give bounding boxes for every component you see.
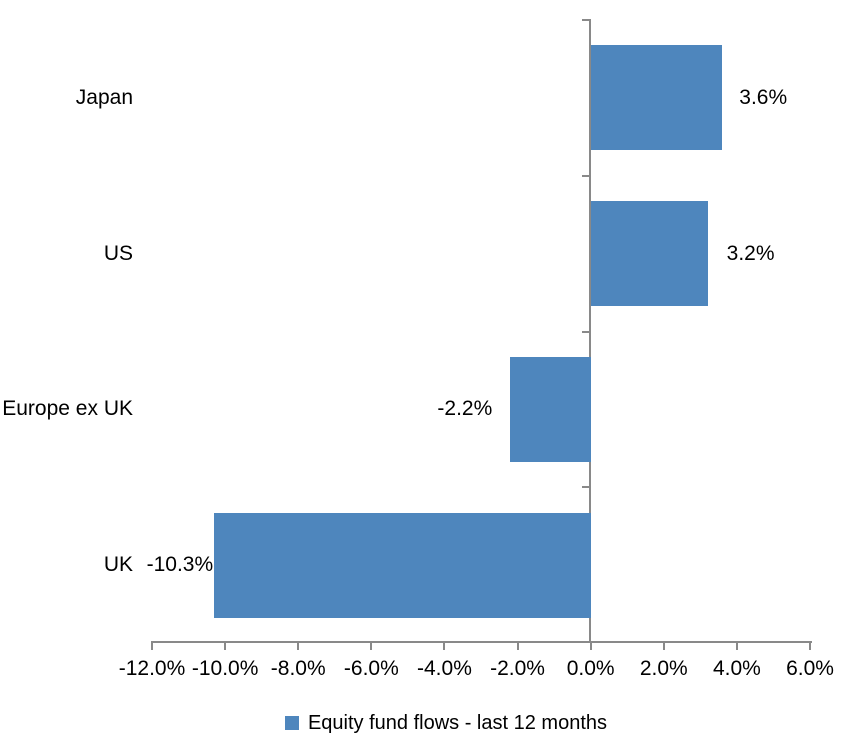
x-axis-tick-label: -8.0%: [270, 657, 326, 680]
x-axis-tick-label: 6.0%: [786, 657, 834, 680]
x-axis-tick: [662, 641, 665, 650]
bar-uk: [214, 512, 591, 618]
x-axis-tick-label: -6.0%: [343, 657, 399, 680]
x-axis-tick-label: -10.0%: [191, 657, 259, 680]
category-boundary-tick: [582, 330, 591, 333]
legend-swatch: [284, 716, 299, 730]
x-axis-tick: [589, 641, 592, 650]
value-label-uk: -10.3%: [146, 553, 214, 577]
category-label-europe-ex-uk: Europe ex UK: [2, 397, 133, 421]
x-axis-tick: [735, 641, 738, 650]
x-axis-tick: [224, 641, 227, 650]
x-axis-line: [152, 641, 812, 643]
legend: Equity fund flows - last 12 months: [20, 711, 852, 735]
category-boundary-tick: [582, 486, 591, 489]
category-boundary-tick: [582, 19, 591, 21]
value-label-europe-ex-uk: -2.2%: [437, 397, 493, 421]
x-axis-tick-label: -2.0%: [490, 657, 545, 680]
bar-us: [590, 201, 708, 307]
x-axis-tick: [516, 641, 519, 650]
x-axis-tick: [297, 641, 300, 650]
x-axis-tick-label: 0.0%: [566, 657, 615, 680]
bar-japan: [590, 45, 723, 151]
x-axis-tick: [370, 641, 373, 650]
x-axis-tick: [443, 641, 446, 650]
x-axis-tick: [809, 641, 811, 650]
value-label-us: 3.2%: [726, 241, 775, 265]
x-axis-tick-label: 4.0%: [712, 657, 761, 680]
x-axis-tick: [151, 641, 153, 650]
category-label-us: US: [103, 241, 133, 265]
category-label-uk: UK: [103, 553, 133, 577]
x-axis-tick-label: -12.0%: [118, 657, 186, 680]
category-label-japan: Japan: [75, 85, 133, 109]
bar-europe-ex-uk: [510, 356, 591, 462]
legend-label: Equity fund flows - last 12 months: [307, 712, 608, 734]
x-axis-tick-label: 2.0%: [639, 657, 688, 680]
value-label-japan: 3.6%: [739, 85, 788, 109]
category-boundary-tick: [582, 174, 591, 177]
x-axis-tick-label: -4.0%: [417, 657, 472, 680]
